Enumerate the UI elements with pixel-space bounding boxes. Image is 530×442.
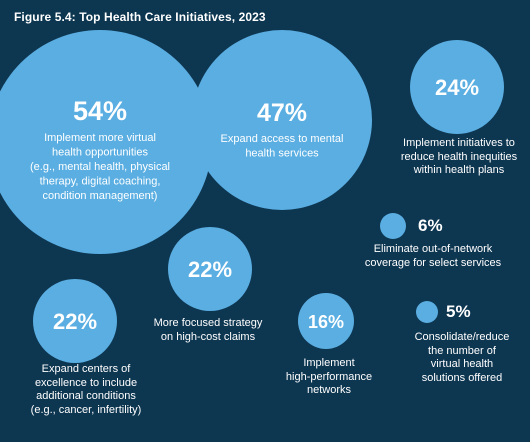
- bubble-group: 47% Expand access to mental health service…: [192, 30, 372, 210]
- bubble-group: [380, 213, 406, 239]
- bubble-category-label: More focused strategy on high-cost claims: [153, 317, 263, 343]
- bubble-value-label: 5%: [446, 302, 471, 321]
- bubble-value-label: 6%: [418, 216, 443, 235]
- bubble: [298, 293, 354, 349]
- bubble-category-label: Implement initiatives to reduce health in…: [400, 137, 518, 176]
- bubble: [380, 213, 406, 239]
- bubble-group: 22%: [168, 227, 252, 311]
- bubble-category-label: condition management): [43, 190, 158, 202]
- bubble-group: 16%: [298, 293, 354, 349]
- bubble: [168, 227, 252, 311]
- bubble-group: 54% Implement more virtual health opportun…: [0, 30, 212, 254]
- bubble-category-label: therapy, digital coaching,: [40, 176, 161, 188]
- bubble: [192, 30, 372, 210]
- bubble-category-label: health services: [245, 148, 319, 160]
- chart-title: Figure 5.4: Top Health Care Initiatives,…: [14, 10, 266, 24]
- bubble-category-label: Implement high-performance networks: [285, 357, 373, 396]
- bubble-value-label: 22%: [53, 309, 97, 334]
- bubble-value-label: 22%: [188, 257, 232, 282]
- bubble-group: 24%: [410, 40, 504, 134]
- bubble: [33, 279, 117, 363]
- bubble-value-label: 24%: [435, 75, 479, 100]
- bubble-value-label: 54%: [73, 96, 127, 126]
- bubble-value-label: 47%: [257, 99, 307, 127]
- bubble-value-label: 16%: [308, 312, 344, 332]
- bubble-category-label: health opportunities: [52, 147, 149, 159]
- bubble-category-label: (e.g., mental health, physical: [30, 161, 170, 173]
- bubble-category-label: Expand access to mental: [221, 133, 344, 145]
- bubble-group: [416, 301, 438, 323]
- bubble-category-label: Expand centers of excellence to include ad…: [30, 363, 142, 416]
- bubble-category-label: Consolidate/reduce the number of virtual h…: [414, 331, 510, 384]
- bubble-group: 22%: [33, 279, 117, 363]
- bubble-category-label: Eliminate out-of-network coverage for sel…: [364, 243, 502, 269]
- bubble: [0, 30, 212, 254]
- bubble: [410, 40, 504, 134]
- bubble-category-label: Implement more virtual: [44, 132, 156, 144]
- bubble: [416, 301, 438, 323]
